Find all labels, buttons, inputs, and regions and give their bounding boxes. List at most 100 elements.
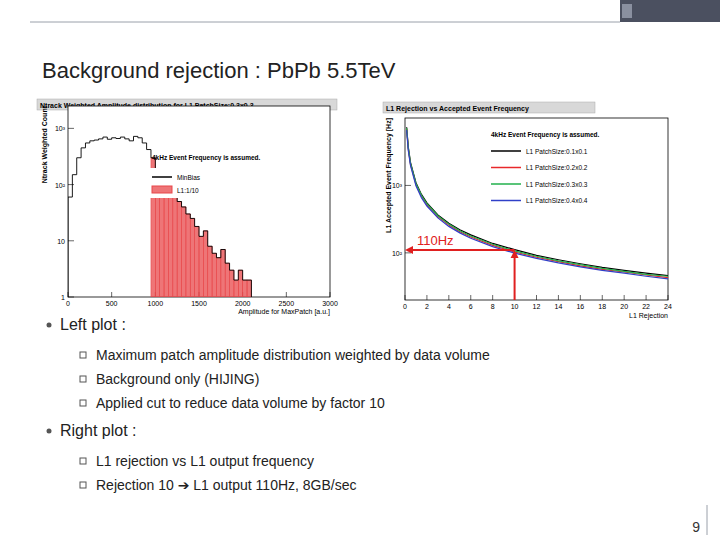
bullet-dot	[47, 323, 52, 328]
y-tick-label: 10³	[55, 125, 66, 132]
x-tick-label: 22	[642, 303, 650, 310]
x-tick-label: 2500	[279, 300, 295, 307]
hist-step	[190, 214, 194, 218]
hist-bar	[182, 207, 186, 297]
hist-bar	[203, 231, 207, 297]
arrow-head	[511, 250, 519, 258]
hist-bar	[238, 270, 242, 297]
hist-step	[243, 270, 247, 280]
x-tick-label: 2	[425, 303, 429, 310]
legend-label: L1 PatchSize:0.1x0.1	[526, 148, 588, 155]
x-tick-label: 14	[555, 303, 563, 310]
legend-swatch	[152, 186, 172, 193]
legend-swatch	[491, 200, 521, 202]
x-tick-label: 24	[664, 303, 672, 310]
page-number: 9	[692, 519, 700, 535]
hist-step	[90, 141, 94, 143]
sub-bullet	[80, 458, 86, 464]
hist-step	[134, 136, 138, 140]
hist-bar	[247, 280, 251, 297]
legend-label: MinBias	[177, 174, 201, 181]
y-axis-label: L1 Accepted Event Frequency [Hz]	[385, 118, 393, 233]
hist-bar	[177, 202, 181, 298]
legend-label: L1 PatchSize:0.3x0.3	[526, 181, 588, 188]
hist-bar	[173, 193, 177, 297]
y-axis-label: Ntrack Weighted Count	[41, 105, 49, 183]
y-tick	[68, 128, 74, 129]
hist-step	[68, 197, 72, 297]
sub-bullet-text: L1 rejection vs L1 output frequency	[96, 453, 314, 469]
hist-step	[186, 207, 190, 214]
legend-box	[486, 142, 666, 212]
bullet-text: Left plot :	[60, 316, 126, 333]
x-tick	[286, 292, 287, 297]
hist-step	[81, 148, 85, 158]
hist-step	[199, 226, 203, 236]
hist-step	[203, 231, 207, 236]
hist-bar	[216, 258, 220, 297]
hist-step	[85, 143, 89, 148]
hist-step	[216, 253, 220, 257]
legend-swatch	[152, 176, 172, 178]
title-box	[383, 102, 595, 113]
x-tick	[558, 295, 559, 300]
legend-label: L1 PatchSize:0.2x0.2	[526, 164, 588, 171]
header-block	[622, 4, 632, 18]
x-tick	[470, 295, 471, 300]
hist-step	[225, 249, 229, 263]
plot-frame	[405, 118, 668, 300]
series-line	[407, 130, 668, 279]
hist-step	[125, 137, 129, 139]
hist-step	[230, 263, 234, 270]
hist-bar	[208, 246, 212, 297]
hist-bar	[221, 249, 225, 297]
hist-step	[147, 143, 151, 150]
annotation-note: 4kHz Event Frequency is assumed.	[491, 131, 600, 139]
x-tick-label: 12	[533, 303, 541, 310]
hist-bar	[195, 226, 199, 297]
hist-step	[129, 139, 133, 141]
series-line	[407, 129, 668, 278]
hist-step	[138, 136, 142, 137]
hist-bar	[212, 253, 216, 297]
x-tick	[405, 295, 406, 300]
series-line	[407, 128, 668, 276]
chart: L1 Rejection vs Accepted Event Frequency…	[383, 102, 672, 320]
x-tick-label: 18	[598, 303, 606, 310]
legend-swatch	[491, 150, 521, 152]
x-tick	[646, 295, 647, 300]
page-line	[707, 505, 708, 535]
x-tick	[330, 292, 331, 297]
y-tick-label: 10	[57, 238, 65, 245]
hist-bar	[230, 270, 234, 297]
chart: Ntrack Weighted Amplitude distribution f…	[37, 99, 338, 316]
x-tick-label: 0	[403, 303, 407, 310]
hist-step	[107, 137, 111, 139]
x-tick-label: 16	[576, 303, 584, 310]
hist-bar	[199, 236, 203, 297]
x-tick-label: 2000	[235, 300, 251, 307]
x-tick	[602, 295, 603, 300]
hist-bar	[225, 263, 229, 297]
header-line	[30, 22, 620, 23]
x-tick-label: 4	[447, 303, 451, 310]
legend-box	[147, 168, 242, 198]
y-tick	[68, 184, 74, 185]
annotation-label: 110Hz	[417, 233, 454, 248]
y-tick-label: 10³	[392, 182, 403, 189]
hist-step	[212, 246, 216, 253]
hist-step	[112, 138, 116, 139]
x-tick	[492, 295, 493, 300]
sub-bullet	[80, 376, 86, 382]
hist-step	[234, 270, 238, 280]
x-tick	[624, 295, 625, 300]
hist-step	[208, 231, 212, 246]
hist-step	[238, 270, 242, 280]
hist-step	[116, 137, 120, 139]
slide-title: Background rejection : PbPb 5.5TeV	[42, 58, 396, 83]
hist-step	[103, 137, 107, 139]
x-tick	[536, 295, 537, 300]
hist-step	[142, 138, 146, 143]
x-tick	[668, 295, 669, 300]
y-tick	[405, 185, 411, 186]
